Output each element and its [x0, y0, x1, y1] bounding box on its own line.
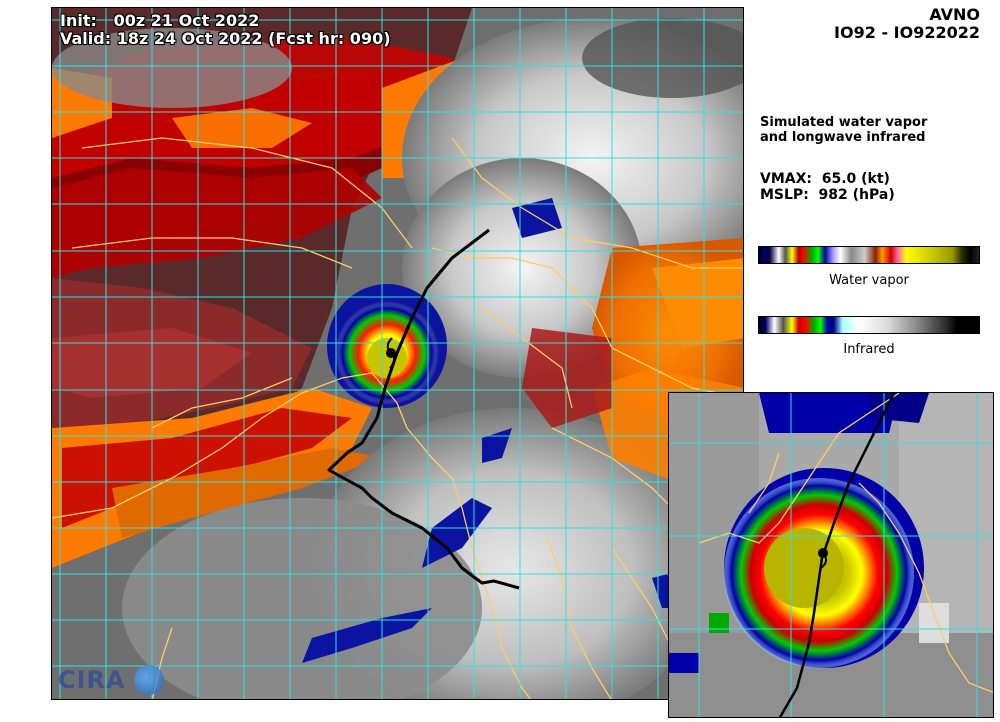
- cira-logo-text: CIRA: [58, 666, 126, 694]
- cira-logo: CIRA: [58, 662, 188, 696]
- mslp-value: MSLP: 982 (hPa): [760, 187, 895, 203]
- infrared-colorbar: [758, 316, 980, 334]
- init-time-label: Init: 00z 21 Oct 2022: [60, 11, 260, 30]
- valid-time-label: Valid: 18z 24 Oct 2022 (Fcst hr: 090): [60, 29, 391, 48]
- model-name: AVNO: [929, 5, 980, 24]
- inset-forecast-track: [778, 393, 896, 717]
- main-map-svg: [52, 8, 743, 699]
- storm-id: IO92 - IO922022: [834, 23, 980, 42]
- lat-lon-grid: [52, 8, 743, 699]
- infrared-colorbar-label: Infrared: [843, 342, 895, 357]
- inset-zoom-map: [668, 392, 994, 718]
- inset-map-svg: [669, 393, 993, 717]
- forecast-track: [327, 228, 520, 590]
- water-vapor-colorbar-label: Water vapor: [829, 273, 909, 288]
- description-line-1: Simulated water vapor: [760, 115, 928, 130]
- vmax-value: VMAX: 65.0 (kt): [760, 171, 890, 187]
- description-line-2: and longwave infrared: [760, 130, 926, 145]
- water-vapor-colorbar: [758, 246, 980, 264]
- main-satellite-map: [51, 7, 744, 700]
- inset-tropical-cyclone-icon: [818, 548, 828, 569]
- tropical-cyclone-icon: [386, 337, 396, 369]
- globe-icon: [134, 665, 164, 695]
